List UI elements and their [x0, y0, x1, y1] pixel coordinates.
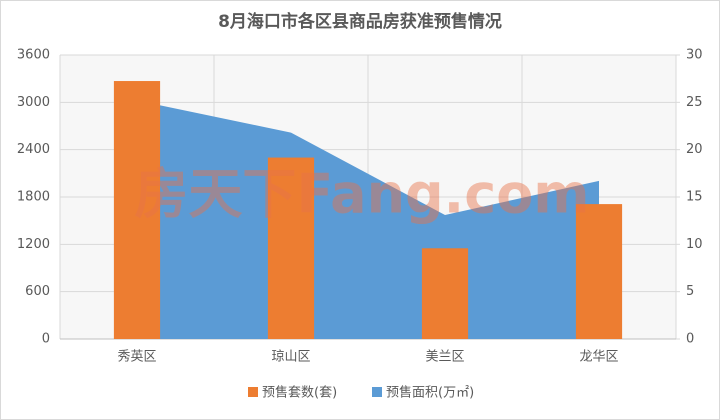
y-tick-label: 0	[42, 332, 50, 347]
watermark: 房天下Fang.com	[134, 163, 589, 226]
y-tick-label: 600	[25, 284, 50, 299]
x-tick-label: 龙华区	[579, 350, 618, 365]
y-tick-label: 1200	[17, 237, 50, 252]
x-tick-label: 秀英区	[117, 350, 156, 365]
legend-label: 预售面积(万㎡)	[386, 385, 474, 401]
bar	[575, 204, 623, 339]
legend-label: 预售套数(套)	[262, 385, 337, 401]
labels: 0 600 1200 1800 2400 3000 3600 0 5 10 15 20 25 30 秀英区 琼…	[17, 48, 703, 401]
x-tick-label: 美兰区	[425, 350, 464, 365]
x-tick-label: 琼山区	[271, 350, 310, 365]
y2-tick-label: 10	[686, 237, 703, 252]
y-tick-label: 3600	[17, 48, 50, 63]
y2-tick-label: 0	[686, 332, 694, 347]
marks	[113, 81, 623, 340]
legend-swatch	[248, 387, 258, 397]
bar	[113, 81, 161, 340]
legend-swatch	[372, 387, 382, 397]
y2-tick-label: 15	[686, 190, 703, 205]
y2-tick-label: 25	[686, 95, 703, 110]
y2-tick-label: 20	[686, 142, 703, 157]
bar	[267, 157, 315, 339]
y-tick-label: 3000	[17, 95, 50, 110]
y2-tick-label: 30	[686, 48, 703, 63]
y2-tick-label: 5	[686, 284, 694, 299]
bar	[421, 248, 469, 339]
chart-title: 8月海口市各区县商品房获准预售情况	[218, 11, 502, 32]
y-tick-label: 1800	[17, 190, 50, 205]
y-tick-label: 2400	[17, 142, 50, 157]
area	[137, 100, 599, 339]
